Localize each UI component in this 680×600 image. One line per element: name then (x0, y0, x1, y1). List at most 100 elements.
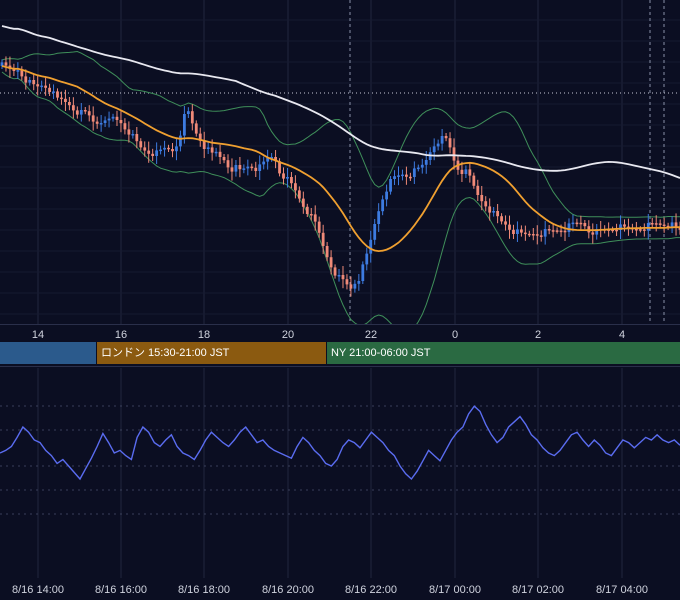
candle-body (171, 149, 174, 152)
candle-body (68, 102, 71, 106)
candle-body (52, 91, 55, 93)
axis-tick: 8/16 22:00 (345, 584, 397, 596)
candle-body (206, 147, 210, 149)
axis-tick: 20 (281, 329, 295, 341)
candle-body (583, 223, 587, 227)
candle-body (369, 239, 373, 254)
candle-body (496, 211, 500, 217)
candle-body (290, 177, 293, 184)
candle-body (472, 175, 476, 186)
candle-body (167, 147, 170, 150)
candle-body (99, 123, 103, 125)
candle-body (468, 169, 472, 176)
candle-body (135, 134, 139, 142)
axis-tick: 14 (31, 329, 45, 341)
bollinger-upper-band (1, 50, 680, 218)
candle-body (611, 229, 614, 232)
candle-body (658, 223, 662, 225)
candle-body (405, 174, 408, 177)
candle-body (500, 216, 503, 222)
candle-body (151, 153, 155, 156)
axis-tick: 16 (114, 329, 128, 341)
candle-body (194, 123, 198, 134)
candle-body (516, 229, 519, 234)
candle-body (678, 226, 680, 230)
candle-body (432, 146, 436, 153)
candle-body (71, 105, 75, 111)
candle-body (385, 191, 388, 200)
candle-body (444, 136, 448, 139)
candle-body (527, 233, 531, 236)
candle-body (24, 76, 28, 83)
session-previous (0, 342, 96, 364)
candle-body (286, 177, 289, 179)
candle-body (103, 120, 107, 123)
candle-body (563, 230, 567, 233)
candle-body (555, 230, 559, 232)
candle-body (591, 232, 595, 235)
candle-body (662, 224, 666, 227)
oscillator-line (0, 405, 680, 481)
candle-body (60, 97, 63, 100)
candle-body (139, 141, 143, 148)
candle-body (87, 111, 91, 116)
candle-body (20, 70, 24, 77)
candle-body (222, 157, 226, 161)
candle-body (531, 234, 535, 236)
axis-tick: 8/16 18:00 (178, 584, 230, 596)
candle-body (393, 176, 396, 179)
pane-divider[interactable] (0, 366, 680, 367)
candle-body (127, 129, 131, 135)
candle-body (357, 281, 361, 284)
candle-body (159, 149, 162, 152)
axis-tick: 8/16 16:00 (95, 584, 147, 596)
axis-tick: 8/17 04:00 (596, 584, 648, 596)
candle-body (278, 161, 281, 174)
candle-body (642, 229, 646, 231)
candle-body (155, 150, 159, 156)
candle-body (535, 234, 539, 236)
candle-body (408, 176, 412, 179)
candle-body (238, 165, 242, 170)
candle-body (440, 136, 444, 144)
candle-body (4, 62, 8, 66)
candle-body (543, 229, 547, 237)
candle-body (163, 147, 166, 150)
candle-body (365, 253, 369, 265)
candle-body (674, 222, 678, 227)
candle-body (282, 173, 285, 179)
candle-body (83, 110, 87, 112)
candle-body (341, 275, 345, 280)
candle-body (321, 232, 325, 246)
candle-body (325, 246, 329, 258)
candle-body (512, 229, 515, 234)
candle-body (464, 169, 468, 174)
bollinger-lower-band (1, 71, 680, 324)
candle-body (202, 140, 206, 149)
candle-body (91, 115, 95, 122)
candle-body (274, 157, 277, 162)
candle-body (420, 164, 424, 168)
axis-tick: 18 (197, 329, 211, 341)
candle-body (246, 166, 250, 169)
candle-body (448, 138, 452, 148)
candle-body (416, 167, 420, 170)
candle-body (266, 157, 270, 162)
axis-tick: 8/17 02:00 (512, 584, 564, 596)
oscillator-chart[interactable] (0, 368, 680, 578)
candle-body (294, 183, 297, 191)
candle-body (36, 84, 40, 87)
candle-body (389, 179, 392, 192)
candle-body (397, 175, 400, 177)
candle-body (190, 111, 194, 124)
session-london: ロンドン 15:30-21:00 JST (97, 342, 326, 364)
candle-body (28, 80, 32, 83)
candle-body (147, 150, 151, 154)
candle-body (0, 62, 4, 66)
candle-body (567, 223, 571, 232)
price-chart[interactable] (0, 0, 680, 324)
candle-body (297, 190, 301, 199)
candle-body (436, 143, 440, 147)
candle-body (258, 164, 262, 171)
candle-body (476, 185, 480, 195)
